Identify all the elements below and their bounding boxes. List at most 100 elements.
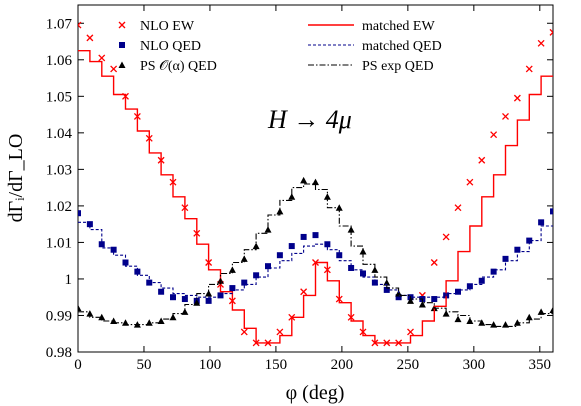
series-5: [78, 183, 553, 327]
series-0-point-stroke: [549, 31, 553, 36]
series-0-point-stroke: [466, 178, 474, 186]
legend-swatch-stroke: [118, 21, 126, 29]
legend-item: matched QED: [308, 39, 442, 54]
series-0-point: [454, 204, 462, 212]
x-axis-label: φ (deg): [286, 382, 345, 404]
y-tick-label: 0.98: [46, 345, 72, 361]
series-0-point: [513, 94, 521, 102]
series-0-point-stroke: [98, 54, 106, 62]
series-1-point: [205, 297, 212, 304]
series-1-point: [276, 252, 283, 259]
x-tick-label: 0: [74, 357, 82, 373]
series-1-point: [229, 285, 236, 292]
series-1-point: [217, 292, 224, 299]
series-1-point: [526, 237, 533, 244]
series-1-point: [241, 279, 248, 286]
x-tick-label: 50: [136, 357, 151, 373]
series-2-point: [288, 193, 296, 200]
series-0-point: [86, 34, 94, 42]
series-1-point: [431, 296, 438, 303]
series-0-point: [490, 131, 498, 139]
x-tick-label: 350: [529, 357, 552, 373]
series-1-point: [253, 272, 260, 279]
y-tick-label: 0.99: [46, 308, 72, 324]
y-tick-label: 1.06: [46, 53, 73, 69]
series-2-point: [312, 178, 319, 186]
series-0-point-stroke: [300, 288, 308, 296]
legend-label: PS exp QED: [362, 59, 434, 74]
series-1-point: [371, 279, 378, 286]
series-0-point: [466, 178, 474, 186]
series-2-point: [78, 304, 82, 312]
legend-label: matched EW: [362, 19, 435, 34]
series-layer: [78, 21, 553, 347]
series-2-point: [442, 310, 450, 317]
series-3: [78, 50, 553, 344]
x-tick-label: 150: [265, 357, 288, 373]
x-tick-label: 250: [397, 357, 420, 373]
series-1-point: [502, 255, 509, 262]
series-1-point: [395, 294, 402, 301]
series-0-point: [110, 65, 118, 73]
series-1-point: [312, 232, 319, 239]
chart-annotation: H → 4μ: [267, 105, 352, 134]
legend-item: NLO EW: [118, 19, 195, 34]
legend-label: NLO EW: [140, 19, 195, 34]
y-axis-label: dΓᵢ/dΓ_LO: [5, 134, 27, 223]
series-0-point-stroke: [78, 21, 82, 27]
series-0-point-stroke: [110, 65, 118, 73]
legend-item: NLO QED: [119, 39, 201, 54]
series-0-point: [300, 288, 308, 296]
series-1-point: [300, 233, 307, 240]
series-0-point-stroke: [276, 328, 284, 336]
series-2-point: [276, 207, 284, 215]
series-0-point-stroke: [86, 34, 94, 42]
series-2-point: [300, 176, 308, 184]
series-1-point: [550, 208, 553, 215]
y-tick-label: 1.07: [46, 16, 73, 32]
legend-label: NLO QED: [140, 39, 201, 54]
plot-frame: [77, 4, 554, 353]
legend-item: matched EW: [308, 19, 435, 34]
series-0-point-stroke: [430, 259, 438, 266]
series-2-point: [98, 313, 106, 321]
y-tick-label: 1: [65, 272, 73, 288]
series-1-point: [86, 221, 93, 228]
series-0-point: [442, 233, 450, 241]
legend-swatch: [118, 61, 126, 68]
series-0-point-stroke: [240, 328, 248, 336]
series-0-point-stroke: [502, 112, 509, 120]
legend-swatch: [118, 21, 126, 29]
legend-label: PS 𝒪(α) QED: [140, 59, 217, 74]
series-0-point: [537, 39, 545, 47]
series-0-point-stroke: [478, 156, 486, 164]
axis-ticks: [77, 5, 553, 353]
series-1-point: [78, 210, 81, 217]
series-0-point: [525, 65, 533, 73]
series-0-point: [78, 21, 82, 29]
series-2-point: [407, 297, 414, 304]
legend-swatch: [119, 42, 125, 48]
series-2: [78, 176, 553, 328]
legend: NLO EW NLO QED PS 𝒪(α) QED matched EW matche…: [118, 19, 442, 74]
series-2-point: [549, 306, 553, 313]
series-1-point: [348, 264, 355, 271]
series-0-point-stroke: [490, 131, 498, 139]
series-0-point: [276, 328, 284, 336]
series-1-point: [134, 268, 141, 275]
legend-label: matched QED: [362, 39, 442, 54]
x-tick-labels: 0 50 100 150 200 250 300 350: [74, 357, 551, 373]
series-0-point-stroke: [549, 28, 553, 34]
series-1-point: [466, 283, 473, 290]
series-0-point-stroke: [525, 65, 533, 73]
series-0-point-stroke: [78, 24, 82, 29]
series-2-point: [264, 226, 272, 233]
series-3-line: [78, 50, 553, 344]
y-tick-label: 1.04: [46, 126, 73, 142]
series-1-point: [288, 243, 295, 250]
series-0-point-stroke: [454, 204, 462, 212]
series-0-point: [98, 54, 106, 62]
series-2-point: [371, 266, 379, 273]
series-2-point: [454, 315, 462, 323]
series-1-point: [514, 246, 521, 253]
